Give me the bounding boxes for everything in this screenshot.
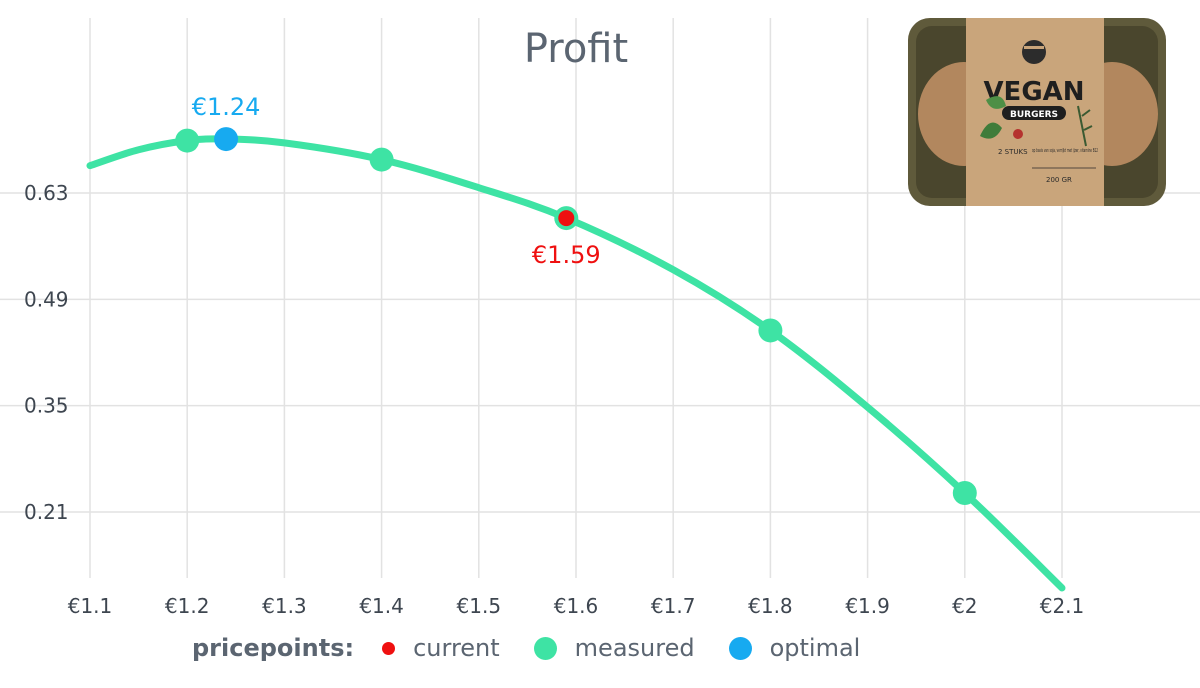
current-point[interactable] — [558, 210, 575, 227]
legend-marker-measured — [533, 636, 557, 660]
y-tick-label: 0.49 — [24, 287, 69, 311]
package-description: op basis van soja, verrijkt met ijzer, v… — [1032, 148, 1098, 154]
x-tick-label: €1.5 — [457, 594, 502, 618]
annotation-current: €1.59 — [532, 241, 601, 269]
x-tick-label: €2.1 — [1040, 594, 1085, 618]
measured-point[interactable] — [952, 481, 977, 506]
product-image: VEGAN BURGERS 2 STUKS op basis van soja,… — [906, 16, 1168, 208]
package-count: 2 STUKS — [998, 148, 1028, 156]
optimal-point[interactable] — [214, 127, 239, 152]
y-tick-label: 0.63 — [24, 181, 69, 205]
y-axis-tick-labels: 0.21 0.35 0.49 0.63 — [24, 181, 69, 524]
x-tick-label: €1.2 — [165, 594, 210, 618]
legend-item-current: current — [382, 634, 500, 662]
legend-item-optimal: optimal — [728, 634, 861, 662]
burger-logo-icon — [1022, 40, 1046, 64]
package-product: BURGERS — [1010, 110, 1058, 120]
legend-label-optimal: optimal — [769, 634, 861, 662]
x-tick-label: €1.8 — [748, 594, 793, 618]
annotation-optimal: €1.24 — [192, 93, 261, 121]
pricepoint-markers — [175, 127, 977, 506]
tomato-icon — [1013, 129, 1023, 139]
chart-legend: pricepoints: current measured optimal — [192, 631, 894, 665]
leaf-icon — [986, 96, 1006, 109]
legend-item-measured: measured — [533, 634, 695, 662]
legend-label-measured: measured — [574, 634, 695, 662]
measured-point[interactable] — [758, 318, 783, 343]
x-tick-label: €1.4 — [359, 594, 404, 618]
y-tick-label: 0.35 — [24, 394, 69, 418]
measured-point[interactable] — [175, 128, 200, 153]
x-tick-label: €1.6 — [554, 594, 599, 618]
profit-curve-line — [86, 135, 1066, 592]
x-tick-label: €2 — [952, 594, 977, 618]
x-tick-label: €1.3 — [262, 594, 307, 618]
vegan-burger-package-icon: VEGAN BURGERS 2 STUKS op basis van soja,… — [908, 18, 1166, 206]
legend-marker-optimal — [728, 636, 752, 660]
package-weight: 200 GR — [1046, 176, 1072, 184]
pricepoint-annotations: €1.24 €1.59 — [192, 93, 601, 269]
herb-icon — [1077, 105, 1093, 147]
x-tick-label: €1.1 — [68, 594, 113, 618]
chart-title: Profit — [524, 26, 628, 72]
legend-marker-current — [382, 641, 396, 655]
y-tick-label: 0.21 — [24, 500, 69, 524]
legend-title: pricepoints: — [192, 634, 355, 662]
x-axis-tick-labels: €1.1 €1.2 €1.3 €1.4 €1.5 €1.6 €1.7 €1.8 €1.9 €2 €2… — [68, 594, 1085, 618]
x-tick-label: €1.7 — [651, 594, 696, 618]
leaf-icon — [980, 122, 1002, 139]
legend-label-current: current — [413, 634, 500, 662]
measured-point[interactable] — [369, 147, 394, 172]
x-tick-label: €1.9 — [845, 594, 890, 618]
